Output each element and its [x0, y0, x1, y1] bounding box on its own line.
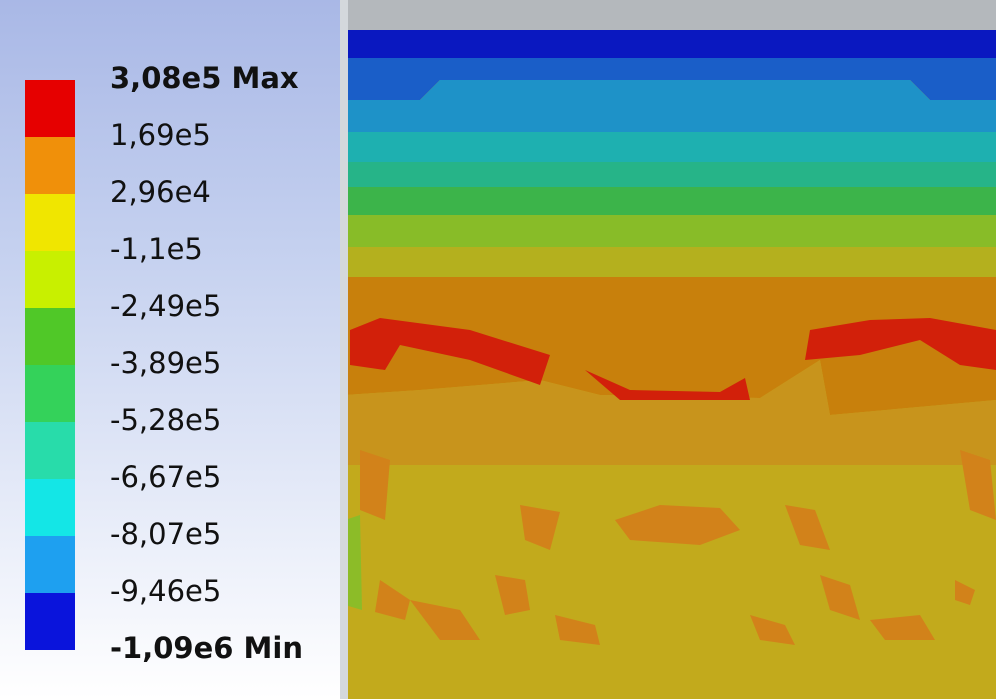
legend-band	[25, 365, 75, 422]
legend-label: -5,28e5	[110, 403, 221, 437]
legend-band	[25, 422, 75, 479]
legend-band	[25, 80, 75, 137]
legend-label: -6,67e5	[110, 460, 221, 494]
legend-label: 1,69e5	[110, 118, 211, 152]
legend: 3,08e5 Max 1,69e5 2,96e4 -1,1e5 -2,49e5 -3,89…	[25, 61, 303, 665]
legend-band	[25, 251, 75, 308]
legend-label: -8,07e5	[110, 517, 221, 551]
legend-label: -1,1e5	[110, 232, 203, 266]
legend-label: -1,09e6 Min	[110, 631, 303, 665]
legend-label: -9,46e5	[110, 574, 221, 608]
legend-label: 2,96e4	[110, 175, 211, 209]
legend-label: -3,89e5	[110, 346, 221, 380]
legend-band	[25, 593, 75, 650]
legend-band	[25, 479, 75, 536]
legend-label: -2,49e5	[110, 289, 221, 323]
legend-band	[25, 137, 75, 194]
legend-band	[25, 308, 75, 365]
legend-band	[25, 194, 75, 251]
contour-plot	[340, 0, 996, 699]
legend-band	[25, 536, 75, 593]
legend-label: 3,08e5 Max	[110, 61, 299, 95]
